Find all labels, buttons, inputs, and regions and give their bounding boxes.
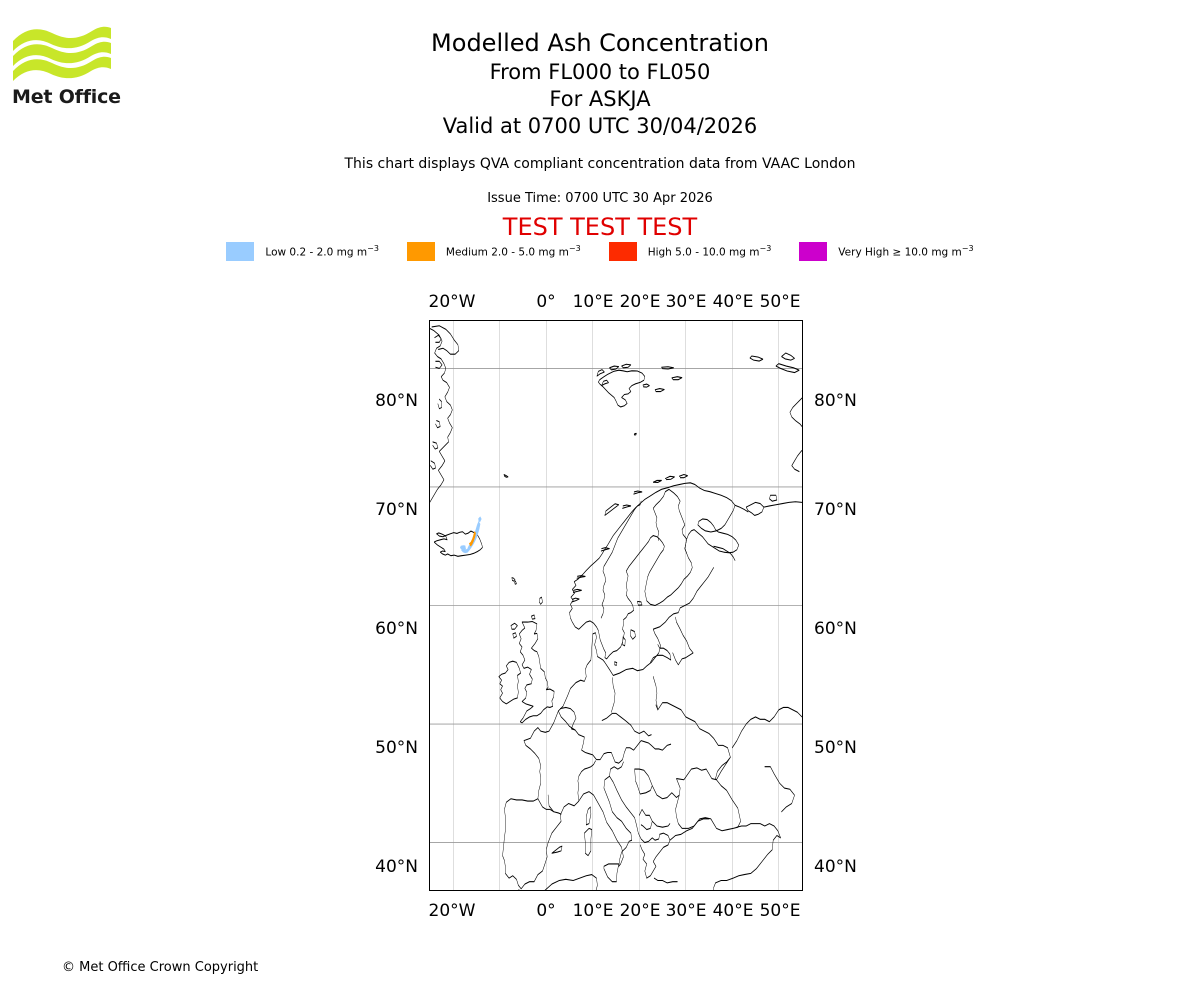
lon-label-bottom-2: 10°E [572, 901, 614, 921]
ash-contour-low [459, 545, 466, 551]
lon-label-bottom-5: 40°E [712, 901, 754, 921]
volcano-subtitle: For ASKJA [549, 87, 651, 111]
lon-label-top-2: 10°E [572, 292, 614, 312]
lat-label-left-3: 70°N [375, 500, 418, 520]
lat-label-right-2: 60°N [814, 619, 857, 639]
legend-swatch-high [608, 242, 637, 261]
legend-swatch-medium [406, 242, 435, 261]
ash-contour-low [478, 516, 482, 523]
valid-at-subtitle: Valid at 0700 UTC 30/04/2026 [442, 114, 758, 138]
ash-contour-low [460, 521, 481, 554]
map-gridlines [430, 321, 802, 890]
test-banner: TEST TEST TEST [502, 213, 698, 241]
ash-concentration-map: 20°W 0° 10°E 20°E 30°E 40°E 50°E 20°W 0°… [375, 292, 857, 921]
ash-plume-contours [459, 516, 482, 554]
legend-item-high: High 5.0 - 10.0 mg m−3 [608, 242, 772, 261]
lon-label-bottom-1: 0° [536, 901, 556, 921]
met-office-logo: Met Office [12, 25, 122, 115]
legend-label-medium: Medium 2.0 - 5.0 mg m−3 [445, 244, 581, 259]
legend-item-very-high: Very High ≥ 10.0 mg m−3 [799, 242, 974, 261]
lon-label-top-0: 20°W [428, 292, 476, 312]
map-coastlines [430, 325, 802, 890]
lon-label-top-5: 40°E [712, 292, 754, 312]
qva-note: This chart displays QVA compliant concen… [344, 156, 856, 172]
lat-label-right-0: 40°N [814, 857, 857, 877]
lon-label-bottom-3: 20°E [619, 901, 661, 921]
legend-label-high: High 5.0 - 10.0 mg m−3 [647, 244, 772, 259]
lat-label-right-4: 80°N [814, 391, 857, 411]
legend-swatch-very-high [799, 242, 828, 261]
lat-label-left-1: 50°N [375, 738, 418, 758]
legend-item-low: Low 0.2 - 2.0 mg m−3 [226, 242, 379, 261]
lon-label-top-6: 50°E [759, 292, 801, 312]
lat-label-right-1: 50°N [814, 738, 857, 758]
concentration-legend: Low 0.2 - 2.0 mg m−3 Medium 2.0 - 5.0 mg… [0, 242, 1200, 261]
lon-label-bottom-6: 50°E [759, 901, 801, 921]
lon-label-top-4: 30°E [665, 292, 707, 312]
lon-label-top-3: 20°E [619, 292, 661, 312]
legend-label-very-high: Very High ≥ 10.0 mg m−3 [838, 244, 974, 259]
legend-swatch-low [226, 242, 255, 261]
lat-label-right-3: 70°N [814, 500, 857, 520]
lat-label-left-4: 80°N [375, 391, 418, 411]
issue-time: Issue Time: 0700 UTC 30 Apr 2026 [487, 191, 713, 206]
lat-label-left-0: 40°N [375, 857, 418, 877]
ash-contour-medium [468, 531, 476, 547]
page-title: Modelled Ash Concentration [431, 29, 769, 57]
flight-level-subtitle: From FL000 to FL050 [489, 60, 711, 84]
map-plot-area [429, 320, 803, 891]
met-office-waves-icon [13, 26, 111, 81]
map-geometry [430, 321, 802, 890]
lon-label-bottom-0: 20°W [428, 901, 476, 921]
chart-title-block: Modelled Ash Concentration From FL000 to… [0, 28, 1200, 140]
met-office-wordmark: Met Office [12, 86, 121, 108]
copyright-notice: © Met Office Crown Copyright [62, 960, 259, 975]
lon-label-top-1: 0° [536, 292, 556, 312]
legend-item-medium: Medium 2.0 - 5.0 mg m−3 [406, 242, 581, 261]
lon-label-bottom-4: 30°E [665, 901, 707, 921]
lat-label-left-2: 60°N [375, 619, 418, 639]
legend-label-low: Low 0.2 - 2.0 mg m−3 [265, 244, 379, 259]
